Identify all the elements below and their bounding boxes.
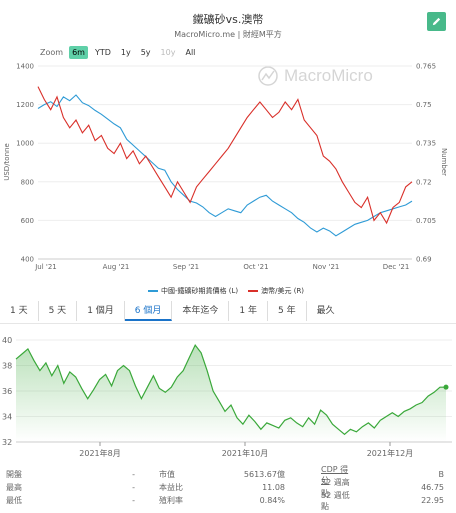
edit-button[interactable] [427,12,446,31]
stat-label-52w-high: 52 週高點 [321,477,350,498]
x-tick-label: Sep '21 [173,263,199,271]
legend-label-iron-ore: 中國-鐵礦砂期貨價格 (L) [161,287,239,295]
x-tick-label: 2021年10月 [222,448,269,458]
stat-value-pe: 11.08 [262,483,285,492]
zoom-button-6m[interactable]: 6m [69,46,88,59]
main-chart: 400 600 800 1000 1200 1400 0.69 0.705 0.72 0.735 0… [16,63,436,272]
x-tick-label: Nov '21 [313,263,340,271]
y-axis-label-right: Number [440,147,449,177]
chart-title: 鐵礦砂vs.澳幣 [192,13,264,26]
y-tick-label: 600 [21,217,34,225]
stats-row: 最高 - 本益比 11.08 52 週高點 46.75 [0,478,456,498]
stat-value-high: - [132,483,135,492]
y-tick-label: 800 [21,178,34,186]
y-tick-label: 38 [2,362,12,371]
zoom-button-ytd[interactable]: YTD [94,48,111,57]
stat-value-yield: 0.84% [259,496,285,505]
stat-label-cdp[interactable]: CDP 得分 [321,464,349,485]
x-tick-label: 2021年8月 [79,448,120,458]
x-tick-label: Aug '21 [103,263,130,271]
stats-table: 開盤 - 市值 5613.67億 CDP 得分 B 最高 - 本益比 11.08… [0,465,456,511]
stat-label-market-cap: 市值 [159,470,175,479]
zoom-button-all[interactable]: All [185,48,196,57]
legend-swatch-iron-ore [148,290,158,292]
stats-row: 開盤 - 市值 5613.67億 CDP 得分 B [0,465,456,485]
area-fill [16,345,446,442]
y-tick-label: 1200 [16,101,34,109]
range-tabs: 1 天 5 天 1 個月 6 個月 本年迄今 1 年 5 年 最久 [0,298,456,324]
stat-label-low: 最低 [6,496,22,505]
zoom-button-5y[interactable]: 5y [140,48,151,57]
tab-6-month[interactable]: 6 個月 [124,300,173,321]
y-axis-label-left: USD/tonne [2,143,11,181]
zoom-bar: Zoom 6m YTD 1y 5y 10y All [40,46,198,59]
stat-value-cdp: B [438,470,445,479]
stat-value-52w-high: 46.75 [421,483,444,492]
stat-value-open: - [132,470,135,479]
y2-tick-label: 0.69 [416,256,432,264]
tab-1-year[interactable]: 1 年 [229,300,268,321]
x-tick-label: Dec '21 [383,263,410,271]
y2-tick-label: 0.75 [416,101,432,109]
stat-value-market-cap: 5613.67億 [243,470,285,479]
stat-label-yield: 殖利率 [159,496,183,505]
watermark-logo: MacroMicro [258,66,373,86]
tab-5-day[interactable]: 5 天 [39,300,78,321]
x-tick-label: 2021年12月 [367,448,414,458]
stat-label-open: 開盤 [6,470,22,479]
legend-label-aud: 澳幣/美元 (R) [261,287,305,295]
tab-1-month[interactable]: 1 個月 [77,300,125,321]
y-tick-label: 36 [2,387,12,396]
y-tick-label: 1400 [16,63,34,71]
zoom-button-1y[interactable]: 1y [120,48,131,57]
x-tick-label: Jul '21 [34,263,57,271]
watermark-text: MacroMicro [284,66,373,85]
x-tick-label: Oct '21 [243,263,268,271]
legend-swatch-aud [248,290,259,292]
stat-label-pe: 本益比 [159,483,183,492]
y2-tick-label: 0.765 [416,63,436,71]
price-chart-panel: 32 34 36 38 40 2021年8月 2021年10月 2021年12月 [0,330,456,460]
tab-5-year[interactable]: 5 年 [268,300,307,321]
legend-item-aud[interactable]: 澳幣/美元 (R) [248,286,304,296]
y-tick-label: 1000 [16,140,34,148]
y-tick-label: 34 [2,413,12,422]
zoom-button-10y: 10y [160,48,176,57]
stat-label-52w-low: 52 週低點 [321,490,350,511]
stat-value-52w-low: 22.95 [421,496,444,505]
tab-max[interactable]: 最久 [316,305,335,316]
y2-tick-label: 0.735 [416,140,436,148]
area-line [15,343,446,436]
macromicro-logo-icon [258,66,278,86]
y2-tick-label: 0.705 [416,217,436,225]
tab-ytd[interactable]: 本年迄今 [172,300,230,321]
stat-value-low: - [132,496,135,505]
last-point-marker [443,384,449,390]
y-tick-label: 40 [2,336,12,345]
legend-item-iron-ore[interactable]: 中國-鐵礦砂期貨價格 (L) [148,286,238,296]
pencil-icon [432,17,441,26]
series-line [37,94,413,237]
series-line [37,86,413,225]
price-area-chart: 32 34 36 38 40 2021年8月 2021年10月 2021年12月 [2,336,452,458]
chart-card: 鐵礦砂vs.澳幣 MacroMicro.me | 財經M平方 Zoom 6m Y… [2,12,449,296]
tab-1-day[interactable]: 1 天 [0,300,39,321]
y-tick-label: 400 [21,256,34,264]
zoom-label: Zoom [40,48,64,57]
stat-label-high: 最高 [6,483,22,492]
y-tick-label: 32 [2,438,12,447]
chart-subtitle: MacroMicro.me | 財經M平方 [174,30,282,39]
y2-tick-label: 0.72 [416,178,432,186]
stats-row: 最低 - 殖利率 0.84% 52 週低點 22.95 [0,491,456,511]
chart-legend: 中國-鐵礦砂期貨價格 (L) 澳幣/美元 (R) [148,286,304,296]
